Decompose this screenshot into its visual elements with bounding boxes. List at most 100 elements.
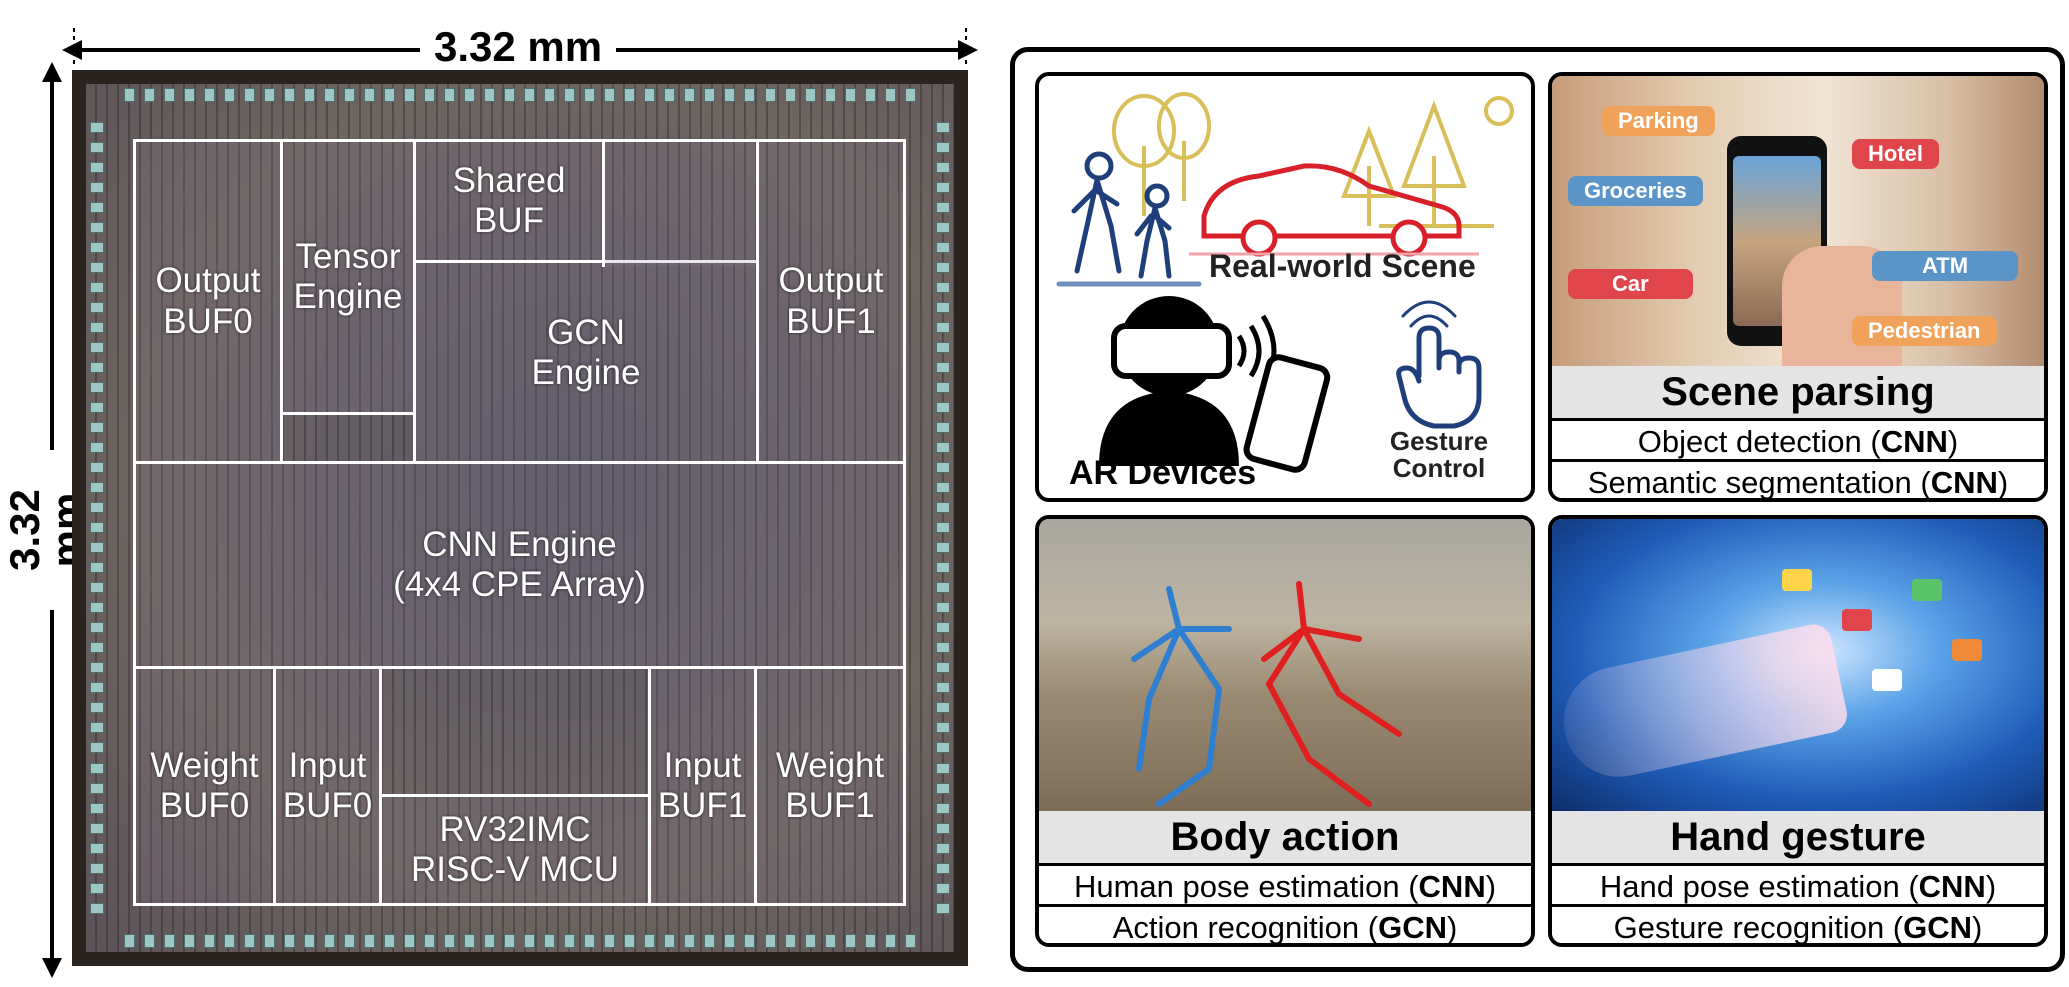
block-input-buf1: Input BUF1 <box>648 666 757 906</box>
soccer-photo <box>1039 519 1531 811</box>
bond-pad <box>90 742 104 754</box>
bond-pad <box>504 88 516 102</box>
block-label: Input <box>663 745 742 785</box>
block-riscv-mcu: RV32IMC RISC-V MCU <box>379 794 651 906</box>
bond-pad <box>364 934 376 948</box>
block-label: BUF1 <box>657 786 748 825</box>
bond-pad <box>524 934 536 948</box>
body-action-title: Body action <box>1039 811 1531 863</box>
bond-pad <box>664 88 676 102</box>
bond-pad <box>90 662 104 674</box>
block-gcn-engine: GCN Engine <box>413 260 759 464</box>
task-semantic-segmentation: Semantic segmentation (CNN) <box>1552 459 2044 498</box>
bond-pad <box>204 88 216 102</box>
bond-pad <box>164 88 176 102</box>
bond-pad <box>936 182 950 194</box>
bond-pad <box>644 934 656 948</box>
block-gcn-engine-top <box>602 139 759 267</box>
tag-hotel: Hotel <box>1852 139 1939 170</box>
real-world-scene-label: Real-world Scene <box>1209 248 1476 284</box>
bond-pad <box>90 242 104 254</box>
bond-pad <box>936 822 950 834</box>
bond-pad <box>936 402 950 414</box>
bond-pad <box>184 88 196 102</box>
bond-pad <box>936 522 950 534</box>
bond-pad <box>90 262 104 274</box>
bond-pad <box>624 934 636 948</box>
bond-pad <box>144 88 156 102</box>
block-cnn-engine: CNN Engine (4x4 CPE Array) <box>133 461 906 669</box>
tree-icon <box>1112 92 1514 228</box>
block-input-buf0: Input BUF0 <box>273 666 382 906</box>
tag-groceries: Groceries <box>1568 176 1703 207</box>
bond-pad <box>384 88 396 102</box>
block-label: CNN Engine <box>422 524 617 564</box>
bond-pad <box>584 88 596 102</box>
bond-pad <box>90 722 104 734</box>
bond-pad <box>936 422 950 434</box>
skeleton-red <box>1261 581 1402 807</box>
bond-pad <box>684 88 696 102</box>
bond-pad <box>936 542 950 554</box>
bond-pad <box>364 88 376 102</box>
block-label: Shared <box>452 160 566 200</box>
bond-pad <box>936 262 950 274</box>
block-output-buf0: Output BUF0 <box>133 139 283 464</box>
block-label: Weight <box>150 745 259 785</box>
app-tile-icon <box>1912 579 1942 601</box>
bond-pad <box>90 122 104 133</box>
bond-pad <box>344 934 356 948</box>
ar-devices-label: AR Devices <box>1069 454 1257 492</box>
bond-pad <box>744 88 756 102</box>
bond-pad <box>324 88 336 102</box>
bond-pad <box>464 88 476 102</box>
block-label: Engine <box>293 277 403 316</box>
bond-pad <box>90 882 104 894</box>
overview-card: Real-world Scene AR Devices Gesture Cont… <box>1035 72 1535 502</box>
block-label: RV32IMC <box>439 809 591 849</box>
body-action-card: Body action Human pose estimation (CNN) … <box>1035 515 1535 947</box>
bond-pad <box>584 934 596 948</box>
bond-pad <box>304 934 316 948</box>
block-output-buf1: Output BUF1 <box>756 139 906 464</box>
bond-pad <box>936 782 950 794</box>
bond-pad <box>936 342 950 354</box>
block-label: Weight <box>775 745 885 785</box>
bond-pad <box>90 902 104 914</box>
bond-pad <box>936 642 950 654</box>
bond-pad <box>936 222 950 234</box>
hand-shape <box>1553 621 1851 787</box>
gesture-control-line: Control <box>1392 453 1486 484</box>
bond-pad <box>90 802 104 814</box>
bond-pad <box>224 88 236 102</box>
bond-pad <box>936 122 950 133</box>
bond-pad <box>90 342 104 354</box>
bond-pad <box>484 88 496 102</box>
bond-pad <box>904 934 916 948</box>
die-width-label: 3.32 mm <box>420 26 617 68</box>
bond-pad <box>90 642 104 654</box>
bond-pad <box>90 402 104 414</box>
block-label: (4x4 CPE Array) <box>393 565 646 604</box>
bond-pad <box>90 322 104 334</box>
bond-pad <box>804 934 816 948</box>
bond-pad <box>90 602 104 614</box>
block-label: Input <box>288 745 367 785</box>
bond-pad <box>90 762 104 774</box>
bond-pad <box>936 902 950 914</box>
task-hand-pose-estimation: Hand pose estimation (CNN) <box>1552 863 2044 907</box>
bond-pad <box>164 934 176 948</box>
bond-pad <box>824 934 836 948</box>
bond-pad <box>664 934 676 948</box>
bond-pad <box>504 934 516 948</box>
bond-pad <box>644 88 656 102</box>
bond-pad <box>124 934 135 948</box>
block-label: BUF0 <box>159 786 250 825</box>
bond-pad <box>936 482 950 494</box>
bond-pad <box>90 162 104 174</box>
ar-headset-icon <box>1099 296 1331 473</box>
bond-pad <box>384 934 396 948</box>
bond-pad <box>90 522 104 534</box>
bond-pad <box>424 934 436 948</box>
bond-pad <box>284 934 296 948</box>
